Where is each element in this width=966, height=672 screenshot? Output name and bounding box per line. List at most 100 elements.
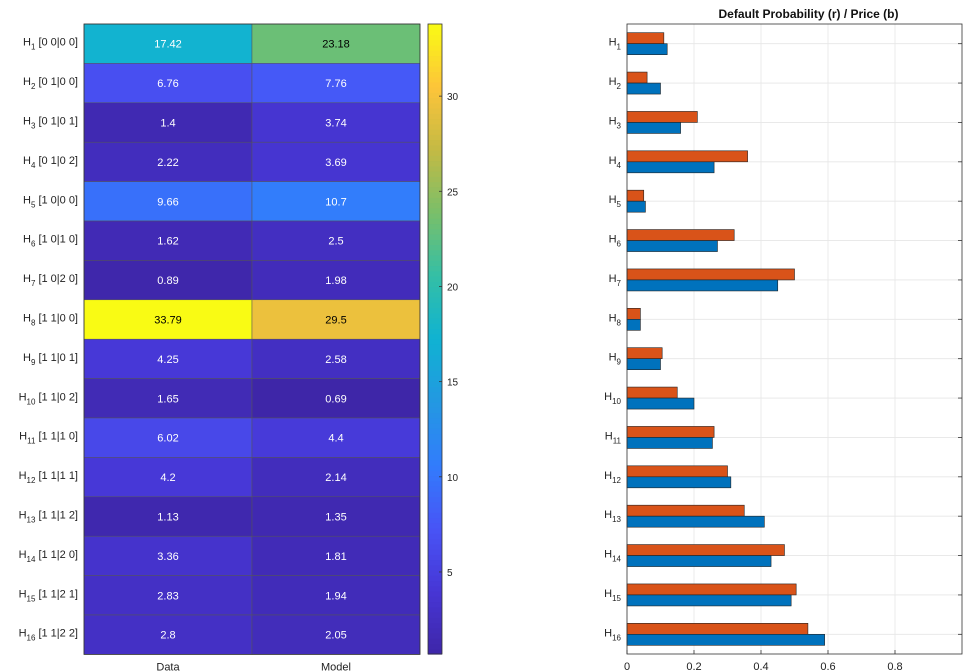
- y-tick-label: H4: [609, 155, 622, 170]
- heatmap-cell-value: 29.5: [325, 315, 346, 327]
- heatmap-cell: [83, 457, 253, 498]
- colorbar-segment: [428, 601, 442, 608]
- x-tick-label: 0.4: [753, 661, 768, 672]
- heatmap-row-label: H5 [1 0|0 0]: [23, 194, 78, 209]
- heatmap-cell: [83, 614, 253, 655]
- colorbar-segment: [428, 155, 442, 162]
- heatmap-cell-value: 0.89: [157, 275, 178, 287]
- colorbar-segment: [428, 286, 442, 293]
- colorbar-segment: [428, 438, 442, 445]
- colorbar-segment: [428, 585, 442, 592]
- colorbar-segment: [428, 559, 442, 566]
- bar-price: [626, 319, 641, 331]
- heatmap-cell: [83, 338, 253, 379]
- y-tick-label: H7: [609, 273, 622, 288]
- colorbar-segment: [428, 517, 442, 524]
- colorbar-segment: [428, 260, 442, 267]
- colorbar-segment: [428, 45, 442, 51]
- heatmap-cell-value: 4.2: [160, 472, 175, 484]
- colorbar-segment: [428, 139, 442, 146]
- bar-price: [626, 594, 792, 607]
- colorbar-segment: [428, 522, 442, 529]
- y-tick-label: H3: [609, 115, 622, 130]
- heatmap-cell-value: 2.83: [157, 590, 178, 602]
- colorbar-segment: [428, 165, 442, 172]
- colorbar-segment: [428, 270, 442, 277]
- colorbar-segment: [428, 496, 442, 503]
- heatmap-cell-value: 1.35: [325, 512, 346, 524]
- heatmap-cell-value: 1.98: [325, 275, 346, 287]
- colorbar-segment: [428, 171, 442, 177]
- colorbar-segment: [428, 291, 442, 298]
- colorbar-segment: [428, 202, 442, 209]
- y-tick-label: H9: [609, 352, 622, 367]
- colorbar-segment: [428, 281, 442, 288]
- colorbar-segment: [428, 648, 442, 655]
- colorbar-segment: [428, 428, 442, 435]
- colorbar-segment: [428, 349, 442, 356]
- bar-chart-panel: 0 0.2 0.4 0.6 0.8 H1 H2 H3 H4 H5 H6 H7 H8 H9 H10 H11 H12…: [604, 7, 963, 672]
- colorbar-segment: [428, 491, 442, 498]
- colorbar-segment: [428, 129, 442, 135]
- y-tick-label: H2: [609, 76, 622, 91]
- colorbar-segment: [428, 71, 442, 78]
- colorbar-segment: [428, 643, 442, 650]
- heatmap-row-label: H13 [1 1|1 2]: [19, 510, 78, 525]
- heatmap-row-label: H2 [0 1|0 0]: [23, 76, 78, 91]
- colorbar-segment: [428, 344, 442, 351]
- colorbar-segment: [428, 318, 442, 324]
- y-tick-label: H16: [604, 627, 621, 642]
- heatmap-cell: [83, 535, 253, 576]
- heatmap-cell-value: 33.79: [154, 315, 182, 327]
- colorbar-segment: [428, 570, 442, 576]
- heatmap-cell-value: 3.74: [325, 118, 346, 130]
- colorbar-segment: [428, 24, 442, 30]
- bar-price: [626, 515, 765, 528]
- colorbar-segment: [428, 396, 442, 403]
- heatmap-cell-value: 2.58: [325, 354, 346, 366]
- heatmap-cell-value: 1.4: [160, 118, 175, 130]
- heatmap-cell-value: 17.42: [154, 39, 182, 51]
- colorbar-segment: [428, 186, 442, 193]
- y-tick-label: H11: [605, 430, 622, 445]
- colorbar-segment: [428, 391, 442, 398]
- heatmap-cell-value: 2.5: [328, 236, 343, 248]
- bar-price: [626, 122, 681, 134]
- colorbar-segment: [428, 244, 442, 251]
- colorbar-segment: [428, 55, 442, 62]
- bar-price: [626, 82, 661, 95]
- heatmap-cell: [83, 299, 253, 340]
- heatmap-cell-value: 4.4: [328, 433, 343, 445]
- colorbar-segment: [428, 87, 442, 93]
- bar-price: [626, 240, 718, 252]
- colorbar-segment: [428, 255, 442, 261]
- colorbar-segment: [428, 213, 442, 219]
- bar-default-probability: [626, 308, 641, 320]
- heatmap-cell: [251, 102, 421, 143]
- colorbar-segment: [428, 507, 442, 513]
- heatmap-frame: [83, 23, 421, 655]
- colorbar-segment: [428, 39, 442, 46]
- colorbar-segment: [428, 181, 442, 188]
- heatmap-panel: 17.42 23.18 H1 [0 0|0 0] 6.76 7.76 H2 [0 1|0 0]…: [19, 23, 421, 672]
- bar-default-probability: [626, 150, 748, 163]
- colorbar-tick-label: 15: [447, 378, 459, 389]
- colorbar-segment: [428, 302, 442, 309]
- heatmap-row-label: H14 [1 1|2 0]: [19, 549, 78, 564]
- colorbar-segment: [428, 228, 442, 235]
- colorbar-segment: [428, 265, 442, 272]
- y-tick-label: H5: [609, 194, 622, 209]
- bar-default-probability: [626, 465, 728, 478]
- heatmap-row-label: H11 [1 1|1 0]: [19, 431, 78, 446]
- bar-price: [626, 200, 646, 213]
- colorbar-segment: [428, 596, 442, 603]
- heatmap-cell-value: 1.13: [157, 512, 178, 524]
- heatmap-row-label: H8 [1 1|0 0]: [23, 313, 78, 328]
- y-tick-label: H12: [604, 470, 621, 485]
- x-tick-label: 0: [624, 661, 630, 672]
- heatmap-row-label: H10 [1 1|0 2]: [19, 391, 78, 406]
- colorbar-segment: [428, 333, 442, 340]
- y-tick-label: H8: [609, 312, 622, 327]
- heatmap-cell-value: 7.76: [325, 78, 346, 90]
